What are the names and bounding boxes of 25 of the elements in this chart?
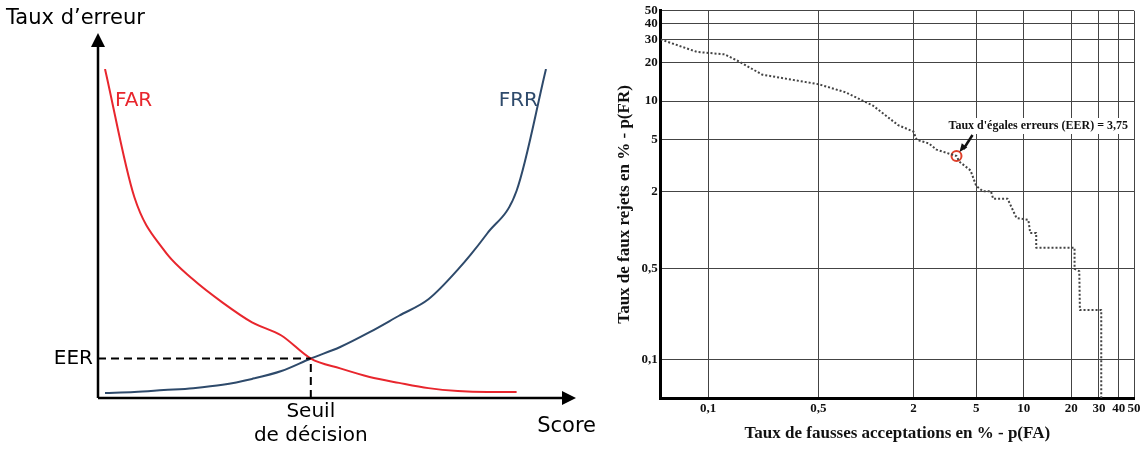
x-tick-label: 50 <box>1127 400 1141 416</box>
y-tick-label: 0,1 <box>641 350 658 366</box>
series-label: FRR <box>498 87 539 112</box>
x-axis-title: Taux de fausses acceptations en % - p(FA) <box>744 423 1051 443</box>
x-axis-title: Score <box>537 412 596 437</box>
y-tick-label: 30 <box>644 30 658 46</box>
x-tick-label: 0,1 <box>700 400 717 416</box>
x-tick-label: 2 <box>910 400 917 416</box>
ref-line-label: EER <box>53 344 94 369</box>
x-tick-label: 5 <box>972 400 980 416</box>
y-tick-label: 5 <box>651 131 659 147</box>
annotation: Taux d'égales erreurs (EER) = 3,75 <box>948 118 1129 133</box>
series-label: FAR <box>115 87 153 112</box>
x-tick-label: 20 <box>1064 400 1078 416</box>
x-tick-label: 40 <box>1112 400 1126 416</box>
y-tick-label: 20 <box>644 53 658 69</box>
y-axis-title: Taux d’erreur <box>5 4 146 29</box>
y-tick-label: 0,5 <box>641 260 659 276</box>
text: Seuil de décision <box>253 398 368 447</box>
x-tick-label: 10 <box>1017 400 1031 416</box>
y-axis-title: Taux de faux rejets en % - p(FR) <box>613 85 633 324</box>
x-tick-label: 30 <box>1092 400 1106 416</box>
x-tick-label: 0,5 <box>810 400 828 416</box>
y-tick-label: 10 <box>644 92 658 108</box>
y-tick-label: 2 <box>651 182 658 198</box>
